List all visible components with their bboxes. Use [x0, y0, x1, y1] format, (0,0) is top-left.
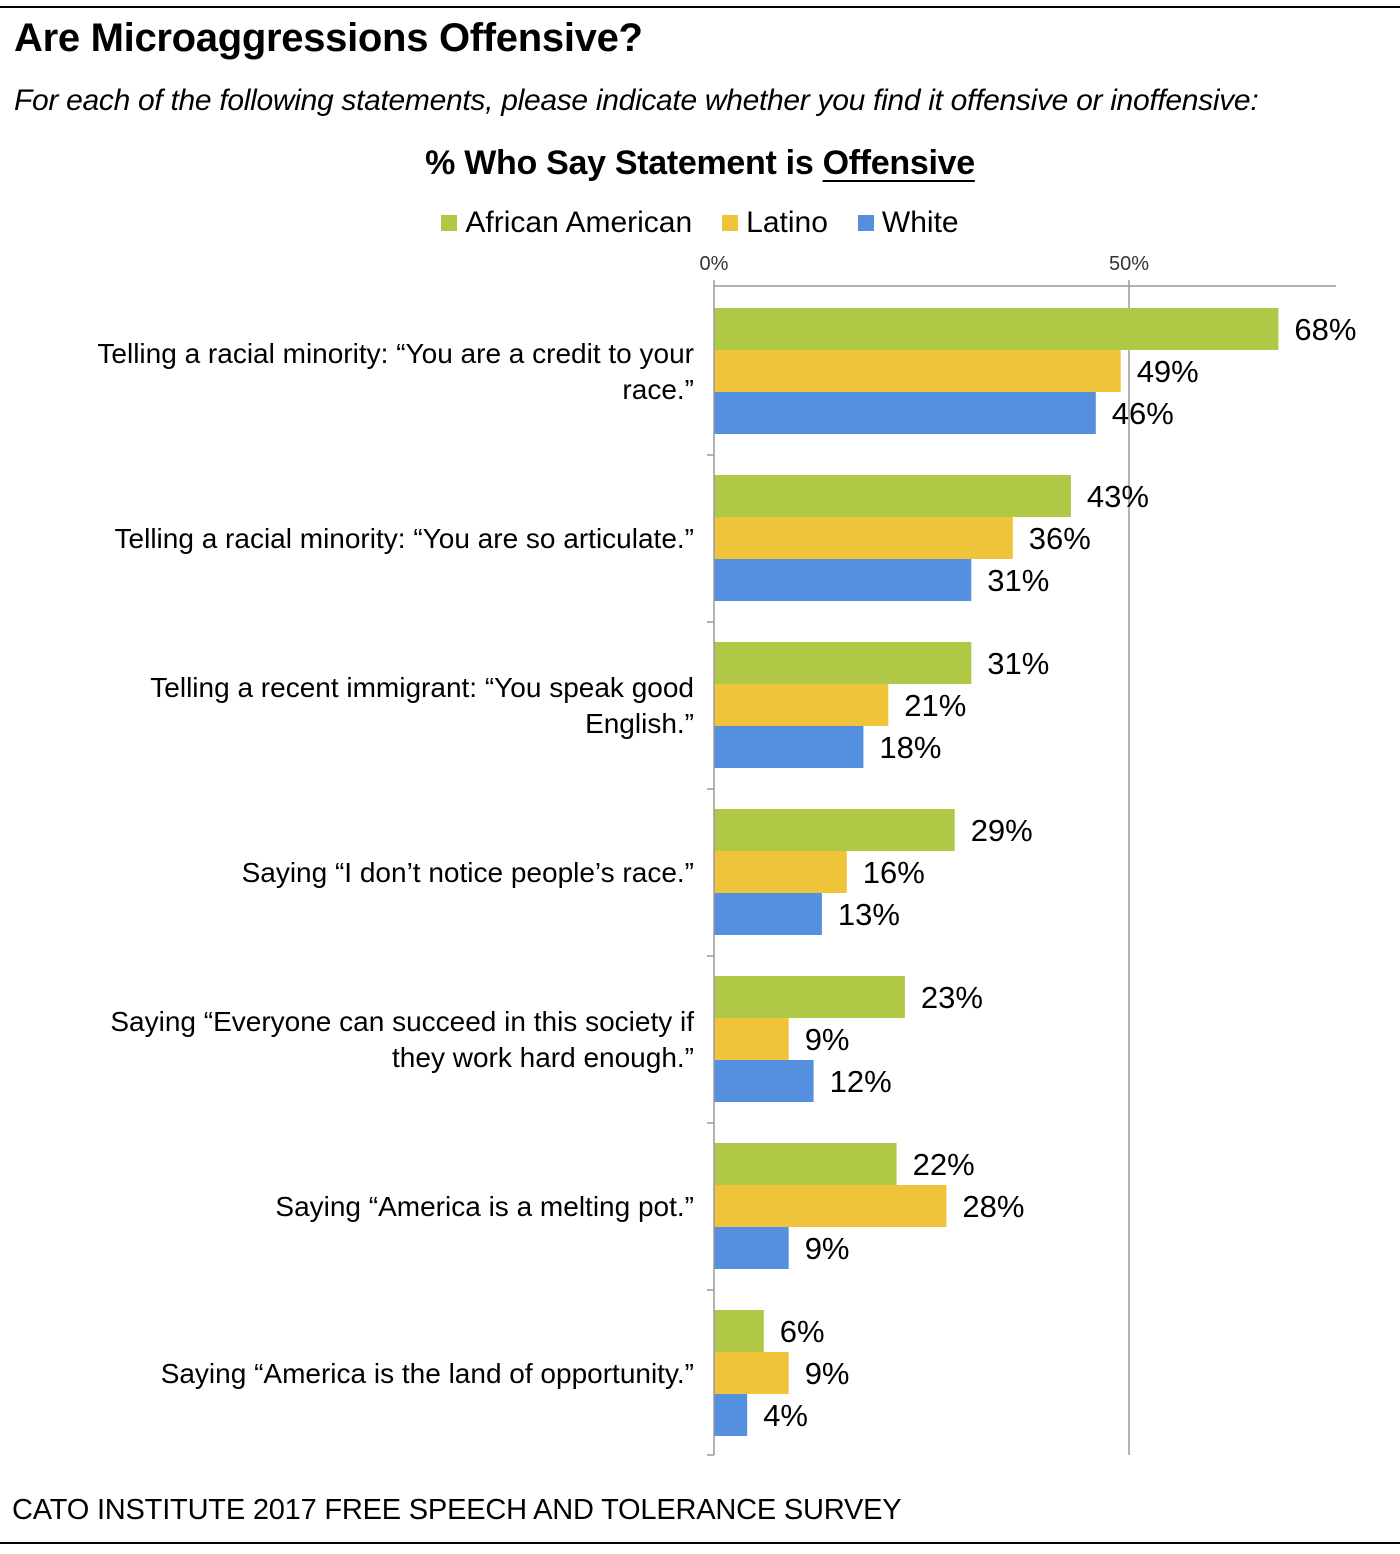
page-subtitle: For each of the following statements, pl…: [14, 84, 1259, 117]
value-label: 23%: [921, 980, 983, 1015]
bar: [714, 1227, 789, 1269]
value-label: 43%: [1087, 479, 1149, 514]
value-label: 16%: [863, 855, 925, 890]
legend-label-white: White: [881, 206, 959, 239]
value-label: 31%: [987, 563, 1049, 598]
bar: [714, 1060, 814, 1102]
bar: [714, 1310, 764, 1352]
bar: [714, 559, 972, 601]
value-label: 6%: [780, 1314, 825, 1349]
category-label: race.”: [622, 374, 694, 405]
category-label: Telling a racial minority: “You are so a…: [115, 523, 694, 554]
bar: [714, 1352, 789, 1394]
value-label: 49%: [1137, 354, 1199, 389]
category-label: Saying “I don’t notice people’s race.”: [242, 857, 694, 888]
bar: [714, 893, 822, 935]
bar: [714, 392, 1096, 434]
value-label: 28%: [962, 1189, 1024, 1224]
bottom-rule: [0, 1542, 1400, 1544]
chart-title-prefix: % Who Say Statement is: [425, 144, 823, 182]
value-label: 22%: [913, 1147, 975, 1182]
source-note: CATO INSTITUTE 2017 FREE SPEECH AND TOLE…: [12, 1494, 902, 1526]
value-label: 18%: [879, 730, 941, 765]
page-title: Are Microaggressions Offensive?: [14, 16, 643, 60]
bar: [714, 684, 889, 726]
bar: [714, 1018, 789, 1060]
legend-swatch-latino: [722, 215, 739, 231]
bar: [714, 350, 1121, 392]
bar: [714, 308, 1279, 350]
chart-title-emphasis: Offensive: [822, 144, 976, 182]
bar: [714, 1394, 748, 1436]
chart-title: % Who Say Statement is Offensive: [0, 144, 1400, 183]
legend-label-latino: Latino: [746, 206, 828, 239]
value-label: 29%: [971, 813, 1033, 848]
legend-swatch-african-american: [441, 215, 458, 231]
bar: [714, 475, 1071, 517]
bar: [714, 1143, 897, 1185]
value-label: 68%: [1294, 312, 1356, 347]
bar: [714, 726, 864, 768]
value-label: 31%: [987, 646, 1049, 681]
category-label: Saying “America is a melting pot.”: [275, 1191, 694, 1222]
bar: [714, 517, 1013, 559]
bar: [714, 809, 955, 851]
category-label: Saying “America is the land of opportuni…: [161, 1358, 694, 1389]
bar: [714, 851, 847, 893]
bar: [714, 976, 905, 1018]
legend-item-white: White: [857, 206, 959, 240]
category-label: English.”: [585, 708, 694, 739]
category-label: Saying “Everyone can succeed in this soc…: [110, 1006, 694, 1037]
x-tick-label: 0%: [700, 253, 729, 275]
chart-legend: African American Latino White: [0, 206, 1400, 240]
legend-swatch-white: [857, 215, 874, 231]
category-label: Telling a recent immigrant: “You speak g…: [150, 672, 694, 703]
category-label: Telling a racial minority: “You are a cr…: [97, 338, 694, 369]
top-rule: [0, 6, 1400, 8]
value-label: 9%: [805, 1231, 850, 1266]
legend-item-latino: Latino: [722, 206, 828, 240]
bar: [714, 1185, 947, 1227]
value-label: 12%: [830, 1064, 892, 1099]
x-tick-label: 50%: [1109, 253, 1149, 275]
value-label: 46%: [1112, 396, 1174, 431]
legend-label-african-american: African American: [465, 206, 693, 239]
value-label: 4%: [763, 1398, 808, 1433]
category-label: they work hard enough.”: [392, 1042, 694, 1073]
value-label: 9%: [805, 1356, 850, 1391]
value-label: 9%: [805, 1022, 850, 1057]
value-label: 36%: [1029, 521, 1091, 556]
legend-item-african-american: African American: [441, 206, 692, 240]
value-label: 21%: [904, 688, 966, 723]
bar: [714, 642, 972, 684]
value-label: 13%: [838, 897, 900, 932]
